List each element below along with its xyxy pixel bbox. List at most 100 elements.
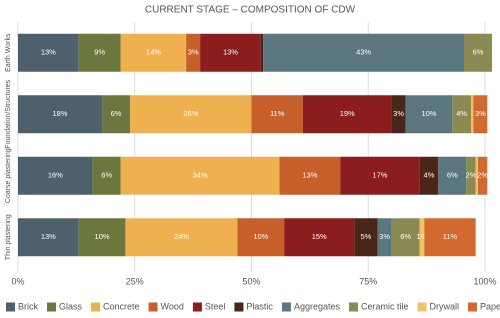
bar-segment xyxy=(438,156,467,195)
bar-segment xyxy=(186,33,201,72)
bar-segment xyxy=(263,33,464,72)
data-label: 13% xyxy=(302,171,317,180)
data-label: 15% xyxy=(312,232,327,241)
bar-segment xyxy=(466,156,476,195)
bar-segment xyxy=(419,156,439,195)
legend-swatch xyxy=(148,302,158,312)
bar-segment xyxy=(405,95,453,134)
bar-segment xyxy=(260,33,264,72)
bar-segment xyxy=(200,33,261,72)
legend-swatch xyxy=(234,302,244,312)
legend-label: Paper xyxy=(480,301,500,311)
legend-swatch xyxy=(468,302,478,312)
data-label: 6% xyxy=(101,171,112,180)
bar-segment xyxy=(391,95,406,134)
bar-segment xyxy=(419,218,425,257)
data-label: 13% xyxy=(41,48,56,57)
data-label: 14% xyxy=(146,48,161,57)
data-label: 6% xyxy=(111,109,122,118)
bar-segment xyxy=(18,33,79,72)
bar-segment xyxy=(470,95,474,134)
bar-segment xyxy=(477,156,488,195)
legend-swatch xyxy=(47,302,56,312)
legend-swatch xyxy=(192,302,202,312)
legend-label: Glass xyxy=(59,301,83,311)
data-label: 1% xyxy=(417,232,428,241)
data-label: 16% xyxy=(48,171,63,180)
x-tick-label: 100% xyxy=(473,276,496,286)
bar-segment xyxy=(102,95,131,134)
legend-label: Aggregates xyxy=(294,301,341,311)
bar-segment xyxy=(452,95,471,134)
bar-segment xyxy=(18,156,93,195)
y-tick-label: Thin plastering xyxy=(5,214,12,260)
data-label: 6% xyxy=(473,48,484,57)
legend-swatch xyxy=(417,302,427,312)
data-label: 34% xyxy=(193,171,208,180)
y-tick-label: Foundation/Structures xyxy=(5,79,12,148)
x-tick-label: 25% xyxy=(126,276,144,286)
bar-segment xyxy=(391,218,420,257)
data-label: 3% xyxy=(379,232,390,241)
y-tick-label: Coarse plastering xyxy=(5,148,12,203)
bar-segment xyxy=(130,95,252,134)
data-label: 17% xyxy=(372,171,387,180)
bar-segment xyxy=(279,156,341,195)
data-label: 6% xyxy=(400,232,411,241)
legend-label: Concrete xyxy=(103,301,140,311)
bar-segment xyxy=(78,33,121,72)
data-label: 10% xyxy=(95,232,110,241)
data-label: 43% xyxy=(356,48,371,57)
bar-segment xyxy=(120,156,280,195)
bar-segment xyxy=(251,95,303,134)
bar-segment xyxy=(18,218,79,257)
x-tick-label: 75% xyxy=(359,276,377,286)
data-label: 18% xyxy=(53,109,68,118)
legend-label: Brick xyxy=(18,301,38,311)
x-tick-label: 0% xyxy=(11,276,24,286)
bar-segment xyxy=(125,218,238,257)
data-label: 13% xyxy=(41,232,56,241)
data-label: 3% xyxy=(188,48,199,57)
data-label: 3% xyxy=(393,109,404,118)
legend-label: Drywall xyxy=(430,301,460,311)
data-label: 13% xyxy=(223,48,238,57)
legend-swatch xyxy=(281,302,291,312)
data-label: 26% xyxy=(183,109,198,118)
legend-swatch xyxy=(6,302,15,312)
data-label: 3% xyxy=(475,109,486,118)
legend-label: Wood xyxy=(161,301,184,311)
legend-label: Ceramic tile xyxy=(361,301,409,311)
bar-segment xyxy=(475,156,478,195)
bar-segment xyxy=(284,218,355,257)
bar-segment xyxy=(120,33,187,72)
data-label: 2% xyxy=(466,171,477,180)
bar-segment xyxy=(18,95,103,134)
bar-segment xyxy=(377,218,392,257)
data-label: 11% xyxy=(270,109,285,118)
data-label: 24% xyxy=(174,232,189,241)
data-label: 10% xyxy=(253,232,268,241)
legend-label: Plastic xyxy=(246,301,273,311)
y-tick-label: Earth Works xyxy=(5,33,12,72)
bar-segment xyxy=(354,218,378,257)
legend-swatch xyxy=(348,302,358,312)
bar-segment xyxy=(302,95,392,134)
bar-segment xyxy=(473,95,488,134)
data-label: 9% xyxy=(94,48,105,57)
bar-segment xyxy=(340,156,420,195)
bar-segment xyxy=(237,218,285,257)
bar-segment xyxy=(424,218,476,257)
data-label: 10% xyxy=(421,109,436,118)
bar-segment xyxy=(78,218,126,257)
data-label: 4% xyxy=(456,109,467,118)
data-label: 5% xyxy=(360,232,371,241)
data-label: 2% xyxy=(477,171,488,180)
bar-segment xyxy=(463,33,493,72)
data-label: 19% xyxy=(340,109,355,118)
data-label: 4% xyxy=(424,171,435,180)
data-label: 11% xyxy=(443,232,458,241)
chart-title: CURRENT STAGE – COMPOSITION OF CDW xyxy=(145,5,356,16)
legend-label: Steel xyxy=(205,301,226,311)
